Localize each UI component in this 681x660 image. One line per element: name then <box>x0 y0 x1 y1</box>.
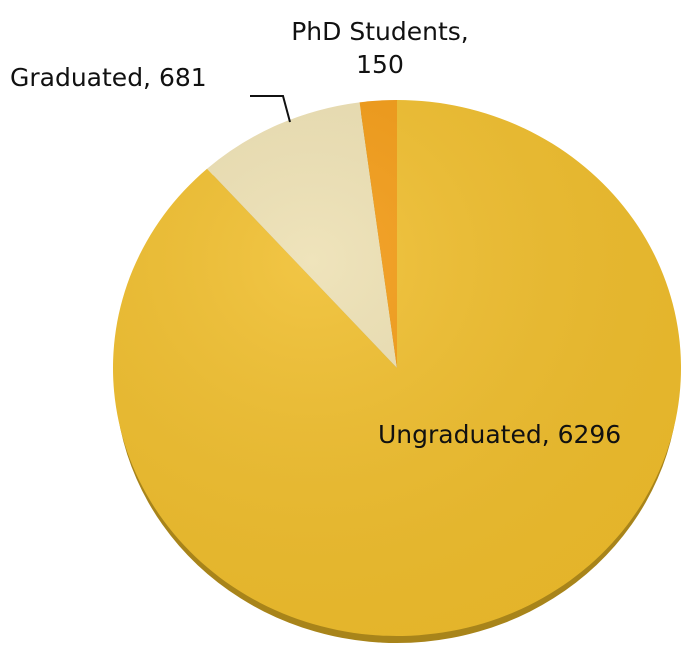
data-label: PhD Students, 150 <box>291 17 469 79</box>
data-label: Graduated, 681 <box>10 63 207 92</box>
data-label: Ungraduated, 6296 <box>378 420 622 449</box>
leader-line <box>250 95 291 123</box>
